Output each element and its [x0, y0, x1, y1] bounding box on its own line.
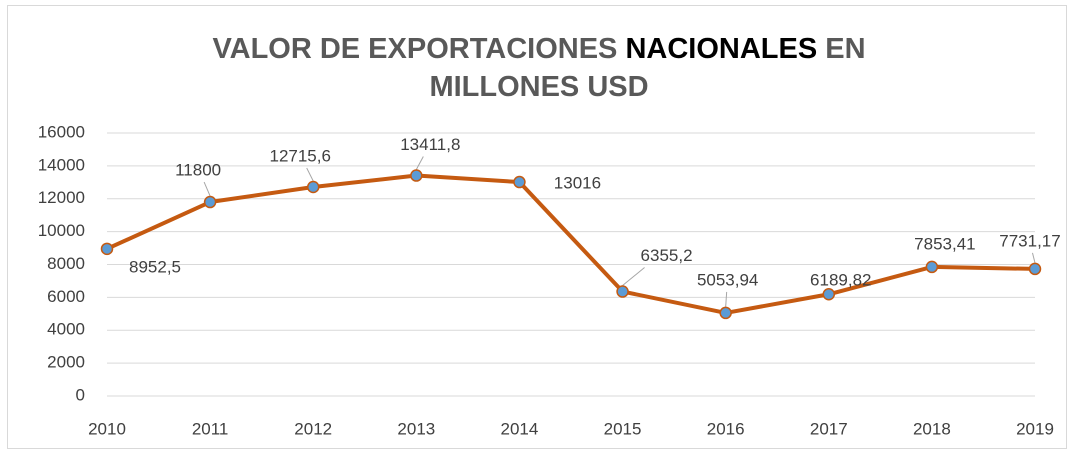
data-label: 6189,82 — [810, 271, 871, 290]
data-label: 5053,94 — [697, 270, 758, 289]
x-tick-label: 2018 — [913, 419, 951, 438]
leader-line — [203, 181, 211, 197]
chart-frame — [7, 5, 1067, 449]
data-label: 11800 — [175, 161, 221, 180]
data-point — [306, 180, 320, 194]
data-point — [925, 260, 939, 274]
y-tick-label: 12000 — [38, 188, 85, 207]
data-label: 8952,5 — [129, 257, 181, 276]
y-tick-label: 4000 — [47, 320, 85, 339]
data-point — [616, 285, 629, 298]
y-tick-label: 14000 — [38, 155, 85, 174]
x-tick-label: 2011 — [192, 419, 229, 438]
title-part: EN — [825, 33, 866, 65]
leader-line — [415, 156, 424, 170]
data-point — [1028, 262, 1042, 276]
leader-line — [622, 267, 645, 286]
leader-line — [725, 291, 728, 307]
leader-line — [306, 167, 314, 182]
x-tick-label: 2013 — [397, 419, 435, 438]
data-line — [106, 173, 1036, 315]
title-part: MILLONES USD — [429, 71, 649, 103]
x-tick-label: 2014 — [501, 419, 539, 438]
chart-title: VALOR DE EXPORTACIONES NACIONALES EN MILL… — [0, 30, 1078, 106]
y-tick-label: 0 — [76, 385, 85, 404]
x-tick-label: 2015 — [604, 419, 642, 438]
data-label: 7731,17 — [999, 231, 1060, 250]
data-label: 13016 — [554, 174, 601, 193]
y-tick-label: 2000 — [47, 353, 85, 372]
title-part: NACIONALES — [625, 33, 818, 65]
x-tick-label: 2017 — [810, 419, 848, 438]
data-label: 13411,8 — [400, 135, 460, 154]
data-label: 7853,41 — [914, 234, 975, 253]
y-tick-label: 16000 — [38, 122, 85, 141]
y-tick-label: 6000 — [47, 287, 85, 306]
title-part: VALOR DE EXPORTACIONES — [212, 33, 618, 65]
data-point — [822, 288, 836, 301]
y-tick-label: 10000 — [38, 221, 85, 240]
leader-line — [1032, 252, 1036, 264]
y-tick-label: 8000 — [47, 254, 85, 273]
x-tick-label: 2016 — [707, 419, 745, 438]
x-tick-label: 2019 — [1016, 419, 1054, 438]
data-point — [203, 195, 217, 209]
data-point — [100, 242, 114, 256]
data-point — [719, 306, 732, 320]
data-point — [410, 169, 423, 182]
data-label: 6355,2 — [641, 246, 693, 265]
data-point — [513, 175, 526, 189]
x-tick-label: 2012 — [294, 419, 332, 438]
data-label: 12715,6 — [269, 146, 330, 165]
x-tick-label: 2010 — [88, 419, 126, 438]
